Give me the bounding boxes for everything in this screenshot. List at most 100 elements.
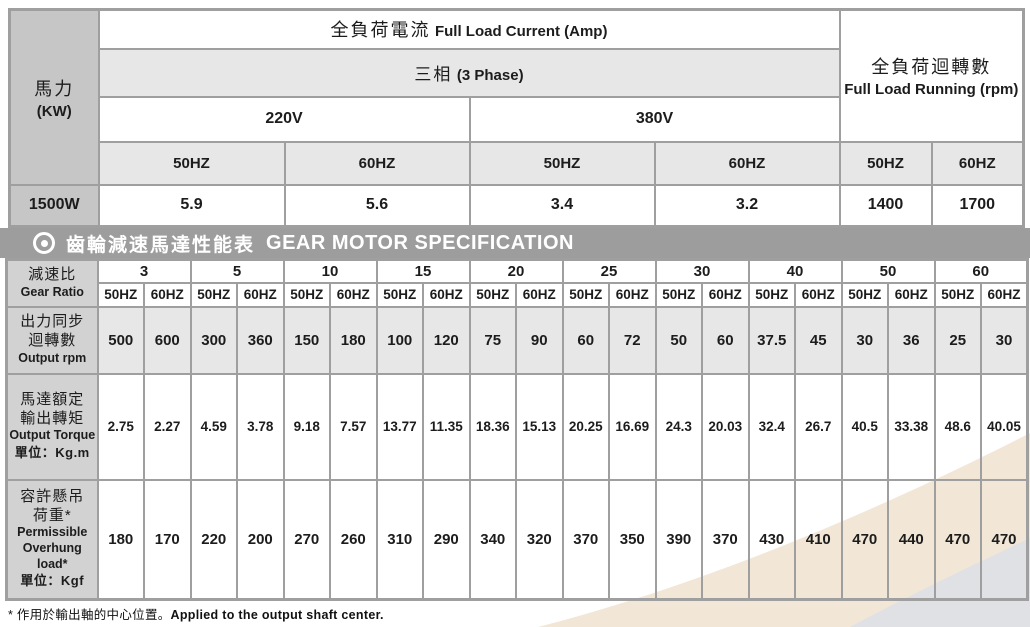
overhung-load-label-en: Permissible: [17, 525, 88, 540]
footnote: * 作用於輸出軸的中心位置。Applied to the output shaf…: [8, 604, 384, 623]
torque-value-cell: 40.05: [980, 372, 1029, 481]
gear-freq-cell: 60HZ: [701, 281, 750, 308]
ratio-cell: 30: [654, 258, 750, 284]
freq-header-cell: 60HZ: [930, 140, 1025, 186]
output-rpm-value-cell: 50: [654, 305, 703, 375]
output-rpm-value-cell: 500: [96, 305, 145, 375]
freq-header-cell: 60HZ: [283, 140, 471, 186]
output-torque-label-zh: 馬達額定: [20, 390, 85, 408]
load-value-cell: 370: [701, 478, 750, 601]
output-torque-header-cell: 馬達額定 輸出轉矩 Output Torque 單位：Kg.m: [5, 372, 99, 481]
load-value-cell: 270: [282, 478, 331, 601]
ratio-cell: 40: [747, 258, 843, 284]
footnote-zh: * 作用於輸出軸的中心位置。: [8, 608, 171, 622]
output-torque-label-zh: 輸出轉矩: [20, 409, 85, 427]
current-header-cell: 全負荷電流 Full Load Current (Amp): [97, 8, 841, 50]
section-title-en: GEAR MOTOR SPECIFICATION: [266, 231, 574, 254]
gear-freq-cell: 60HZ: [887, 281, 936, 308]
output-rpm-value-cell: 300: [189, 305, 238, 375]
overhung-load-unit: 單位：Kgf: [20, 573, 85, 589]
current-header-en: Full Load Current (Amp): [434, 23, 608, 41]
load-value-cell: 350: [608, 478, 657, 601]
voltage-220v-cell: 220V: [97, 95, 471, 143]
gear-ratio-label-en: Gear Ratio: [20, 284, 84, 299]
output-rpm-value-cell: 150: [282, 305, 331, 375]
load-value-cell: 310: [375, 478, 424, 601]
load-value-cell: 320: [515, 478, 564, 601]
torque-value-cell: 9.18: [282, 372, 331, 481]
output-rpm-value-cell: 30: [840, 305, 889, 375]
output-rpm-value-cell: 37.5: [747, 305, 796, 375]
output-rpm-value-cell: 72: [608, 305, 657, 375]
gear-freq-cell: 50HZ: [561, 281, 610, 308]
gear-freq-cell: 60HZ: [515, 281, 564, 308]
torque-value-cell: 13.77: [375, 372, 424, 481]
output-rpm-value-cell: 75: [468, 305, 517, 375]
load-value-cell: 410: [794, 478, 843, 601]
torque-value-cell: 2.27: [143, 372, 192, 481]
torque-value-cell: 20.25: [561, 372, 610, 481]
load-value-cell: 430: [747, 478, 796, 601]
ratio-cell: 10: [282, 258, 378, 284]
gear-freq-cell: 50HZ: [840, 281, 889, 308]
ratio-cell: 15: [375, 258, 471, 284]
output-rpm-label-zh: 出力同步: [20, 313, 85, 331]
torque-value-cell: 3.78: [236, 372, 285, 481]
section-title-bar: 齒輪減速馬達性能表 GEAR MOTOR SPECIFICATION: [0, 228, 1030, 258]
output-rpm-value-cell: 120: [422, 305, 471, 375]
load-value-cell: 180: [96, 478, 145, 601]
output-rpm-value-cell: 60: [561, 305, 610, 375]
freq-header-cell: 50HZ: [97, 140, 286, 186]
output-rpm-label-zh: 迴轉數: [28, 332, 77, 350]
gear-ratio-header-cell: 減速比 Gear Ratio: [5, 258, 99, 308]
running-header-en: Full Load Running (rpm): [844, 81, 1019, 99]
load-value-cell: 470: [840, 478, 889, 601]
output-rpm-value-cell: 180: [329, 305, 378, 375]
gear-freq-cell: 60HZ: [980, 281, 1029, 308]
load-value-cell: 260: [329, 478, 378, 601]
load-value-cell: 470: [980, 478, 1029, 601]
torque-value-cell: 48.6: [933, 372, 982, 481]
torque-value-cell: 15.13: [515, 372, 564, 481]
freq-header-cell: 50HZ: [838, 140, 933, 186]
current-header-zh: 全負荷電流: [330, 20, 431, 41]
output-rpm-header-cell: 出力同步 迴轉數 Output rpm: [5, 305, 99, 375]
output-rpm-value-cell: 36: [887, 305, 936, 375]
gear-freq-cell: 50HZ: [282, 281, 331, 308]
load-value-cell: 200: [236, 478, 285, 601]
gear-freq-cell: 50HZ: [933, 281, 982, 308]
running-header-cell: 全負荷迴轉數 Full Load Running (rpm): [838, 8, 1025, 143]
power-value-cell: 1500W: [8, 183, 100, 228]
torque-value-cell: 33.38: [887, 372, 936, 481]
output-rpm-value-cell: 600: [143, 305, 192, 375]
torque-value-cell: 40.5: [840, 372, 889, 481]
current-value-cell: 3.4: [468, 183, 656, 228]
full-load-table: 馬力 (KW) 全負荷電流 Full Load Current (Amp) 全負…: [8, 8, 1026, 228]
gear-freq-cell: 60HZ: [608, 281, 657, 308]
freq-header-cell: 50HZ: [468, 140, 656, 186]
ratio-cell: 3: [96, 258, 192, 284]
output-rpm-value-cell: 45: [794, 305, 843, 375]
gear-ratio-label-zh: 減速比: [28, 266, 77, 284]
output-rpm-value-cell: 25: [933, 305, 982, 375]
gear-freq-cell: 50HZ: [96, 281, 145, 308]
torque-value-cell: 7.57: [329, 372, 378, 481]
power-header-cell: 馬力 (KW): [8, 8, 100, 186]
torque-value-cell: 16.69: [608, 372, 657, 481]
load-value-cell: 170: [143, 478, 192, 601]
output-rpm-value-cell: 60: [701, 305, 750, 375]
overhung-load-label-zh: 容許懸吊: [20, 487, 85, 505]
power-label-zh: 馬力: [34, 78, 75, 99]
voltage-380v-cell: 380V: [468, 95, 841, 143]
torque-value-cell: 24.3: [654, 372, 703, 481]
gear-freq-cell: 50HZ: [654, 281, 703, 308]
phase-label-en: (3 Phase): [456, 67, 524, 84]
phase-header-cell: 三相 (3 Phase): [97, 47, 841, 98]
gear-freq-cell: 60HZ: [794, 281, 843, 308]
output-rpm-value-cell: 90: [515, 305, 564, 375]
phase-label-zh: 三相: [414, 65, 453, 84]
torque-value-cell: 26.7: [794, 372, 843, 481]
section-title-zh: 齒輪減速馬達性能表: [66, 234, 256, 256]
footnote-en: Applied to the output shaft center.: [170, 608, 384, 622]
